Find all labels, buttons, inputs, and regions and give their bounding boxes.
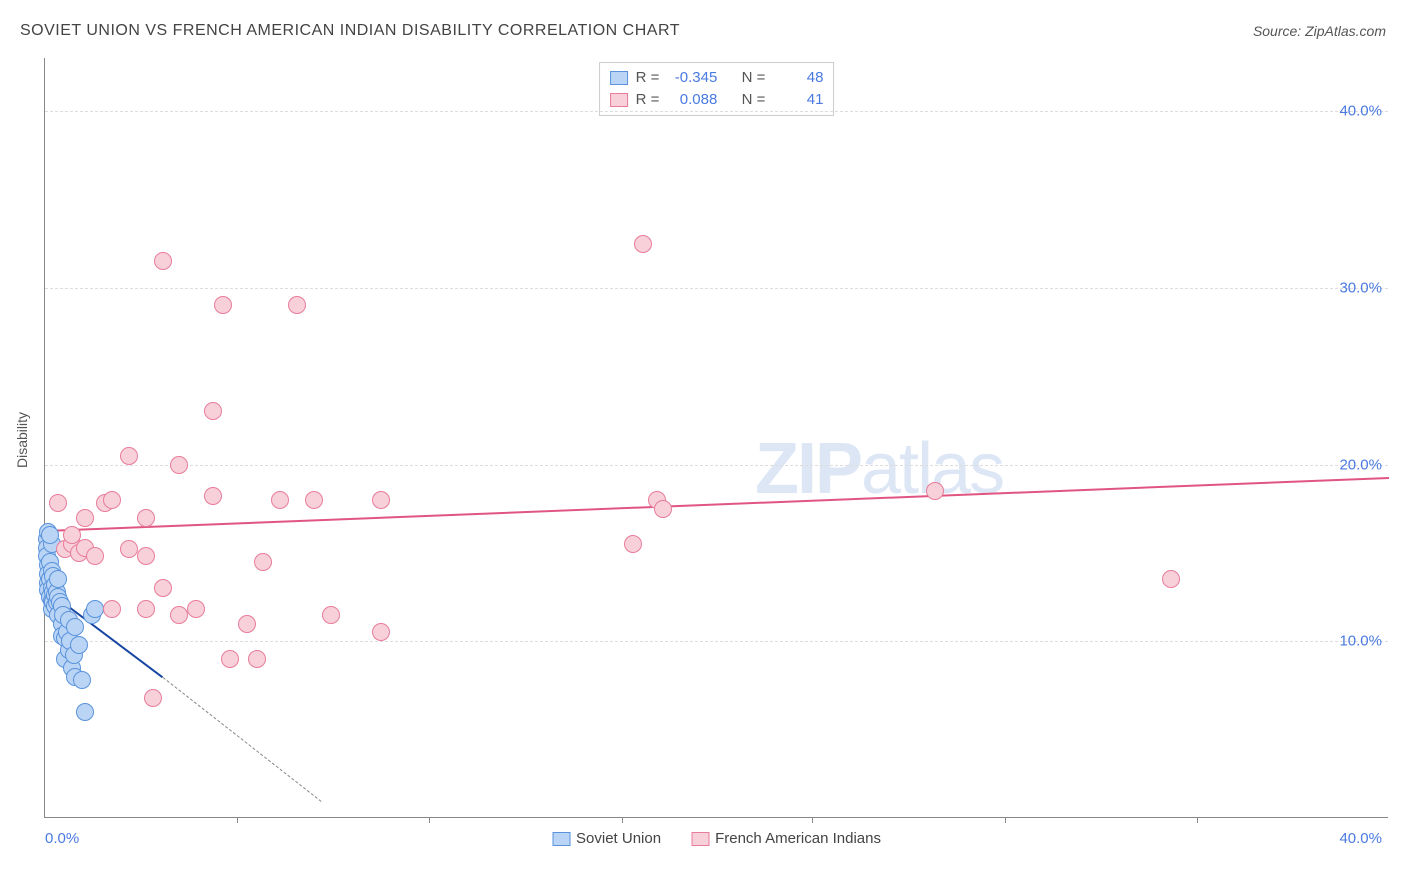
n-label: N = [742, 89, 766, 111]
data-point [120, 447, 138, 465]
data-point [49, 494, 67, 512]
data-point [154, 579, 172, 597]
gridline [45, 465, 1388, 466]
legend-swatch [691, 832, 709, 846]
data-point [41, 526, 59, 544]
trend-line [45, 477, 1389, 532]
data-point [170, 606, 188, 624]
data-point [76, 509, 94, 527]
r-label: R = [636, 67, 660, 89]
data-point [49, 570, 67, 588]
data-point [103, 600, 121, 618]
data-point [221, 650, 239, 668]
data-point [86, 600, 104, 618]
x-tick-mark [812, 817, 813, 823]
x-tick-mark [237, 817, 238, 823]
data-point [170, 456, 188, 474]
legend-swatch [610, 71, 628, 85]
data-point [372, 623, 390, 641]
data-point [187, 600, 205, 618]
chart-title: SOVIET UNION VS FRENCH AMERICAN INDIAN D… [20, 22, 680, 40]
y-tick-label: 30.0% [1339, 279, 1382, 296]
x-tick-mark [1005, 817, 1006, 823]
y-tick-label: 40.0% [1339, 103, 1382, 120]
series-legend: Soviet Union French American Indians [552, 830, 881, 847]
n-value: 41 [773, 89, 823, 111]
data-point [70, 636, 88, 654]
data-point [1162, 570, 1180, 588]
r-value: 0.088 [667, 89, 717, 111]
data-point [654, 500, 672, 518]
x-tick-mark [622, 817, 623, 823]
data-point [238, 615, 256, 633]
data-point [137, 600, 155, 618]
x-tick-mark [429, 817, 430, 823]
source-label: Source: ZipAtlas.com [1253, 23, 1386, 39]
data-point [204, 402, 222, 420]
data-point [103, 491, 121, 509]
x-tick-mark [1197, 817, 1198, 823]
x-axis-min-label: 0.0% [45, 830, 79, 847]
data-point [137, 547, 155, 565]
r-label: R = [636, 89, 660, 111]
n-label: N = [742, 67, 766, 89]
gridline [45, 288, 1388, 289]
data-point [86, 547, 104, 565]
n-value: 48 [773, 67, 823, 89]
data-point [248, 650, 266, 668]
legend-swatch [552, 832, 570, 846]
gridline [45, 641, 1388, 642]
legend-row: R = 0.088 N = 41 [610, 89, 824, 111]
data-point [66, 618, 84, 636]
legend-item: Soviet Union [552, 830, 661, 847]
r-value: -0.345 [667, 67, 717, 89]
data-point [288, 296, 306, 314]
data-point [144, 689, 162, 707]
chart-plot-area: ZIPatlas R =-0.345 N =48R =0.088 N =41 S… [44, 58, 1388, 818]
y-axis-label: Disability [14, 412, 30, 468]
data-point [73, 671, 91, 689]
data-point [154, 252, 172, 270]
legend-item: French American Indians [691, 830, 881, 847]
x-axis-max-label: 40.0% [1339, 830, 1382, 847]
y-tick-label: 20.0% [1339, 456, 1382, 473]
data-point [120, 540, 138, 558]
legend-series-name: Soviet Union [576, 830, 661, 847]
data-point [372, 491, 390, 509]
data-point [271, 491, 289, 509]
data-point [926, 482, 944, 500]
data-point [76, 703, 94, 721]
data-point [254, 553, 272, 571]
trend-line [162, 677, 321, 802]
data-point [204, 487, 222, 505]
data-point [214, 296, 232, 314]
legend-row: R = -0.345 N = 48 [610, 67, 824, 89]
data-point [137, 509, 155, 527]
data-point [624, 535, 642, 553]
data-point [634, 235, 652, 253]
correlation-legend: R = -0.345 N = 48 R = 0.088 N = 41 [599, 62, 835, 116]
data-point [305, 491, 323, 509]
legend-swatch [610, 93, 628, 107]
y-tick-label: 10.0% [1339, 633, 1382, 650]
gridline [45, 111, 1388, 112]
legend-series-name: French American Indians [715, 830, 881, 847]
data-point [322, 606, 340, 624]
